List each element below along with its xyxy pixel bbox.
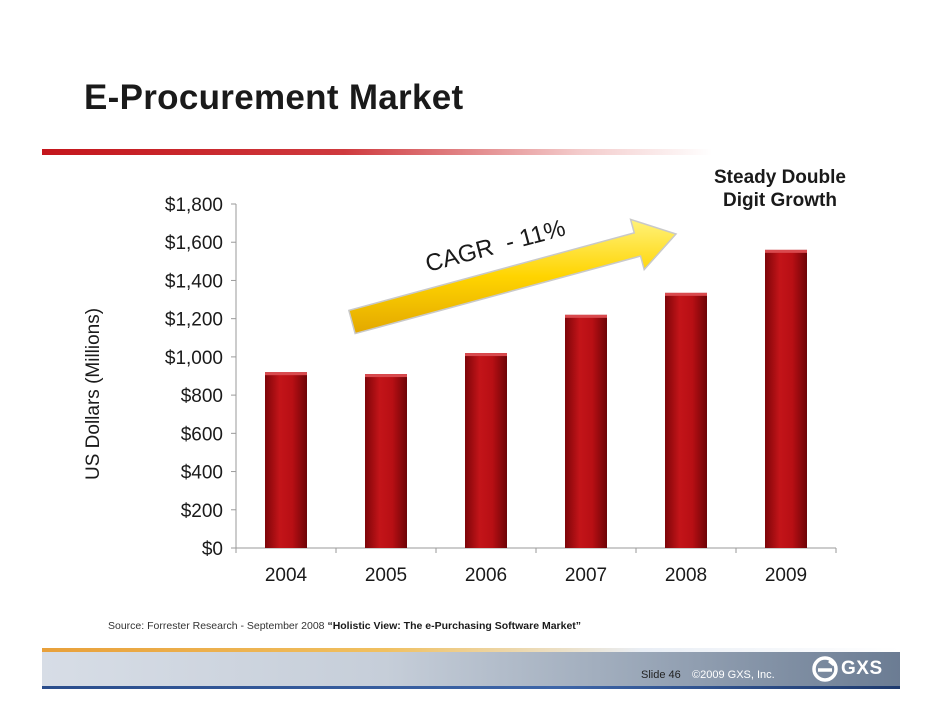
footer-bottom-line xyxy=(42,686,900,689)
bar-2009 xyxy=(765,249,807,548)
bar-top-highlight xyxy=(565,314,607,318)
bar-2006 xyxy=(465,353,507,548)
footer-accent-line xyxy=(42,648,900,652)
bar-2005 xyxy=(365,374,407,548)
bar-top-highlight xyxy=(365,374,407,378)
y-tick-label: $1,600 xyxy=(165,233,223,254)
y-tick-label: $1,800 xyxy=(165,195,223,216)
slide-title: E-Procurement Market xyxy=(84,78,464,117)
gxs-logo-text: GXS xyxy=(841,658,883,679)
x-tick-label: 2007 xyxy=(565,565,607,586)
x-tick-label: 2009 xyxy=(765,565,807,586)
bar-top-highlight xyxy=(665,292,707,296)
x-tick-label: 2004 xyxy=(265,565,308,586)
chart-axes xyxy=(231,203,837,553)
bar-2007 xyxy=(565,314,607,548)
copyright-text: ©2009 GXS, Inc. xyxy=(692,669,775,681)
bar-top-highlight xyxy=(265,372,307,376)
chart-bars xyxy=(265,249,807,548)
gxs-logo: GXS xyxy=(812,656,883,682)
slide-number: Slide 46 xyxy=(641,669,681,681)
y-tick-label: $1,000 xyxy=(165,348,223,369)
growth-callout: Steady Double Digit Growth xyxy=(690,166,870,212)
x-tick-labels: 2004 2005 2006 2007 2008 2009 xyxy=(265,565,807,586)
trend-arrow xyxy=(347,218,678,335)
source-note: Source: Forrester Research - September 2… xyxy=(108,620,581,632)
cagr-arrow xyxy=(347,218,678,335)
y-tick-label: $400 xyxy=(181,463,223,484)
title-underline xyxy=(42,149,712,155)
bar-top-highlight xyxy=(465,353,507,357)
bar-2004 xyxy=(265,372,307,548)
y-tick-label: $1,200 xyxy=(165,310,223,331)
bar-2008 xyxy=(665,292,707,548)
y-tick-label: $200 xyxy=(181,501,223,522)
x-tick-label: 2008 xyxy=(665,565,707,586)
x-tick-label: 2006 xyxy=(465,565,507,586)
callout-line-2: Digit Growth xyxy=(723,190,837,211)
gxs-logo-icon xyxy=(812,656,838,682)
y-tick-labels: $0 $200 $400 $600 $800 $1,000 $1,200 $1,400 $1,6… xyxy=(165,195,223,560)
y-tick-label: $0 xyxy=(202,539,223,560)
y-tick-label: $600 xyxy=(181,424,223,445)
y-tick-label: $1,400 xyxy=(165,271,223,292)
y-tick-label: $800 xyxy=(181,386,223,407)
bar-top-highlight xyxy=(765,249,807,253)
x-tick-label: 2005 xyxy=(365,565,407,586)
source-report-title: “Holistic View: The e-Purchasing Softwar… xyxy=(327,620,582,632)
footer-band xyxy=(42,652,900,686)
source-text: Source: Forrester Research - September 2… xyxy=(108,620,328,632)
callout-line-1: Steady Double xyxy=(714,167,846,188)
